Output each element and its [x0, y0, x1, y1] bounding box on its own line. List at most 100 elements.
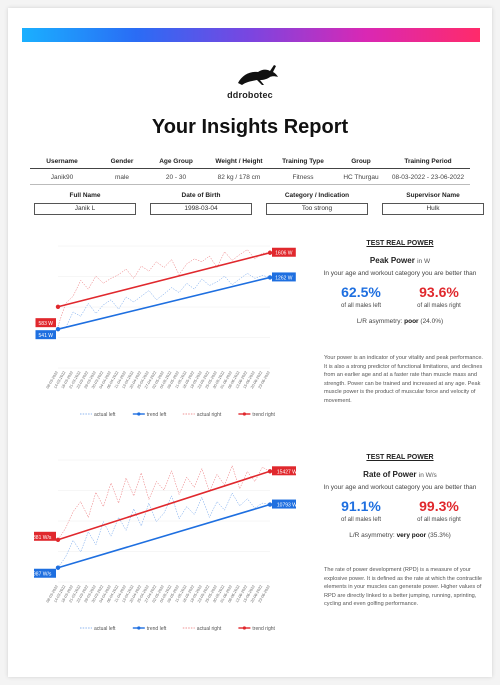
- compare-text: In your age and workout category you are…: [323, 270, 477, 277]
- trend-left-end-label: 1262 W: [275, 275, 293, 281]
- gradient-banner: [22, 28, 480, 42]
- field-date-of-birth: 1998-03-04: [150, 203, 252, 215]
- percentile-group: 91.1% of all males left 99.3% of all mal…: [316, 498, 484, 524]
- left-percentile-caption: of all males left: [340, 303, 382, 309]
- actual-right-line: [57, 249, 271, 327]
- trend-left-end-label-bg: [272, 499, 296, 509]
- legend-label: actual right: [197, 412, 222, 418]
- legend-marker: [242, 412, 246, 416]
- left-percentile-value: 62.5%: [341, 284, 381, 300]
- left-percentile-caption: of all males left: [340, 517, 382, 523]
- trend-left-line: [57, 503, 271, 569]
- value-age-group: 20 - 30: [165, 174, 187, 181]
- right-percentile-caption: of all males right: [417, 303, 461, 309]
- label-category: Category / Indication: [284, 192, 350, 199]
- metric-unit: in W/s: [418, 472, 437, 479]
- header-training-period: Training Period: [404, 158, 452, 165]
- asymmetry-line: L/R asymmetry: very poor (35.3%): [316, 532, 484, 539]
- table-bottom-rule: [30, 184, 470, 185]
- legend-label: actual right: [197, 626, 222, 632]
- legend-marker: [137, 626, 141, 630]
- compare-text: In your age and workout category you are…: [323, 484, 477, 491]
- metric-name: Rate of Power: [363, 470, 417, 479]
- trend-right-line: [57, 251, 271, 308]
- trend-right-start-label-bg: [35, 318, 56, 328]
- header-age-group: Age Group: [159, 158, 193, 165]
- field-category: Too strong: [266, 203, 368, 215]
- asymmetry-label: L/R asymmetry:: [349, 532, 395, 539]
- trend-right-line: [57, 470, 271, 541]
- value-username: Janik90: [50, 174, 74, 181]
- value-training-period: 08-03-2022 - 23-06-2022: [391, 174, 465, 181]
- asymmetry-line: L/R asymmetry: poor (24.0%): [316, 318, 484, 325]
- legend-marker: [242, 626, 246, 630]
- trend-left-start-label-bg: [34, 568, 56, 578]
- trend-right-start-point: [55, 304, 61, 309]
- trend-right-start-label: 583 W: [39, 321, 54, 327]
- header-group: Group: [351, 158, 371, 165]
- legend-label: actual left: [94, 412, 116, 418]
- left-percentile: 62.5% of all males left: [331, 284, 391, 310]
- rate-of-power-description: The rate of power development (RPD) is a…: [324, 567, 482, 608]
- legend-label: trend right: [252, 412, 275, 418]
- peak-power-description: Your power is an indicator of your vital…: [324, 355, 483, 404]
- metric-title: Rate of Power in W/s: [316, 470, 484, 479]
- trend-left-end-point: [267, 275, 273, 280]
- legend-label: trend right: [252, 626, 275, 632]
- legend-label: actual left: [94, 626, 116, 632]
- header-weight-height: Weight / Height: [215, 158, 263, 165]
- peak-power-stats: TEST REAL POWER Peak Power in W In your …: [316, 240, 484, 325]
- asymmetry-value: poor: [404, 318, 419, 325]
- label-supervisor: Supervisor Name: [406, 192, 460, 199]
- section-heading: TEST REAL POWER: [366, 454, 434, 461]
- metric-unit: in W: [417, 258, 431, 265]
- trend-left-start-point: [55, 326, 61, 332]
- trend-left-start-label-bg: [35, 330, 56, 340]
- asymmetry-label: L/R asymmetry:: [356, 318, 403, 325]
- left-percentile-value: 91.1%: [341, 498, 381, 514]
- actual-left-line: [57, 492, 271, 568]
- asymmetry-pct: (24.0%): [420, 318, 444, 325]
- left-percentile: 91.1% of all males left: [331, 498, 391, 524]
- trend-left-start-label: 1987 W/s: [34, 572, 52, 578]
- legend-label: trend left: [147, 412, 167, 418]
- label-full-name: Full Name: [69, 192, 101, 199]
- value-training-type: Fitness: [292, 174, 314, 181]
- field-full-name: Janik L: [34, 203, 136, 215]
- trend-right-end-label: 1606 W: [275, 251, 293, 257]
- trend-right-end-label-bg: [272, 466, 296, 476]
- trend-right-start-label: 5881 W/s: [34, 535, 52, 541]
- page-title: Your Insights Report: [151, 116, 349, 138]
- trend-right-end-label: 15427 W/s: [277, 469, 296, 475]
- header-username: Username: [46, 158, 78, 165]
- trend-left-line: [57, 276, 271, 330]
- metric-name: Peak Power: [369, 256, 415, 265]
- table-divider: [30, 168, 470, 169]
- value-gender: male: [114, 174, 130, 181]
- trend-left-start-label: 541 W: [39, 333, 54, 339]
- actual-right-line: [57, 464, 271, 540]
- trend-left-start-point: [55, 565, 61, 570]
- trend-left-end-point: [267, 502, 273, 507]
- rate-of-power-stats: TEST REAL POWER Rate of Power in W/s In …: [316, 454, 484, 539]
- right-percentile-caption: of all males right: [417, 517, 461, 523]
- header-training-type: Training Type: [282, 158, 324, 165]
- right-percentile: 99.3% of all males right: [409, 498, 469, 524]
- actual-left-line: [57, 272, 271, 330]
- section-heading: TEST REAL POWER: [366, 240, 434, 247]
- right-percentile: 93.6% of all males right: [409, 284, 469, 310]
- trend-right-end-label-bg: [272, 247, 296, 257]
- trend-right-end-point: [267, 469, 273, 474]
- legend-label: trend left: [147, 626, 167, 632]
- legend-marker: [137, 412, 141, 416]
- value-weight-height: 82 kg / 178 cm: [217, 174, 261, 181]
- value-group: HC Thurgau: [343, 174, 379, 181]
- trend-right-start-point: [55, 537, 61, 542]
- brand-name: ddrobotec: [227, 90, 273, 100]
- field-supervisor: Hulk: [382, 203, 484, 215]
- trend-left-end-label-bg: [272, 272, 296, 282]
- asymmetry-value: very poor: [396, 532, 427, 539]
- asymmetry-pct: (35.3%): [428, 532, 451, 539]
